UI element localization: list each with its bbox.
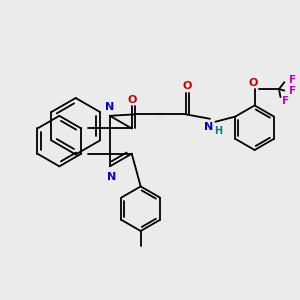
Text: F: F bbox=[290, 85, 296, 96]
Text: F: F bbox=[290, 75, 296, 85]
Text: F: F bbox=[282, 96, 289, 106]
Text: N: N bbox=[105, 102, 115, 112]
Text: H: H bbox=[214, 126, 222, 136]
Text: O: O bbox=[248, 78, 258, 88]
Text: O: O bbox=[127, 95, 136, 105]
Text: N: N bbox=[204, 122, 213, 132]
Text: O: O bbox=[182, 81, 192, 92]
Text: N: N bbox=[107, 172, 116, 182]
